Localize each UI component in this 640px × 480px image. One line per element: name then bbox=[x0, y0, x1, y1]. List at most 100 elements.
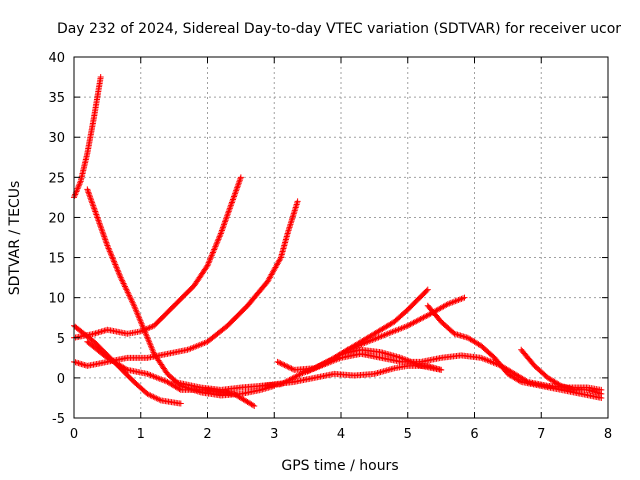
data-point bbox=[229, 197, 236, 204]
data-point bbox=[293, 373, 300, 380]
data-point bbox=[106, 248, 113, 255]
data-point bbox=[417, 316, 424, 323]
data-point bbox=[406, 322, 413, 328]
data-point bbox=[279, 380, 286, 387]
x-tick-label: 5 bbox=[404, 427, 412, 442]
series-arc-1 bbox=[71, 74, 104, 201]
data-point bbox=[207, 255, 214, 262]
data-point bbox=[282, 362, 289, 369]
data-point bbox=[98, 224, 105, 231]
data-point bbox=[224, 211, 231, 218]
data-point bbox=[89, 201, 96, 208]
data-point bbox=[288, 365, 295, 372]
data-point bbox=[410, 319, 417, 326]
data-point bbox=[233, 186, 240, 193]
data-point bbox=[127, 295, 134, 302]
data-point bbox=[318, 361, 325, 368]
data-point bbox=[145, 325, 152, 332]
data-point bbox=[106, 246, 113, 253]
data-point bbox=[91, 205, 98, 212]
series-arc-13 bbox=[518, 346, 605, 397]
tick-layer: 0 1 2 3 4 5 6 7 8 -5 0 5 10 15 20 25 30 35 40 bbox=[48, 51, 612, 442]
data-point bbox=[95, 218, 102, 225]
data-point bbox=[119, 279, 126, 286]
data-point bbox=[108, 251, 115, 258]
data-point bbox=[304, 368, 311, 375]
data-point bbox=[88, 196, 95, 203]
data-point bbox=[124, 289, 131, 296]
data-point bbox=[212, 243, 219, 250]
data-point bbox=[232, 190, 239, 197]
data-point bbox=[221, 220, 228, 227]
y-tick-label: 5 bbox=[57, 332, 65, 347]
x-tick-label: 2 bbox=[203, 427, 211, 442]
data-point bbox=[94, 215, 101, 222]
data-point bbox=[222, 218, 229, 225]
data-point bbox=[277, 255, 284, 262]
data-point bbox=[86, 192, 93, 199]
data-point bbox=[205, 261, 212, 268]
x-tick-label: 4 bbox=[337, 427, 345, 442]
data-point bbox=[111, 260, 118, 267]
data-point bbox=[99, 227, 106, 234]
data-point bbox=[102, 238, 109, 245]
data-point bbox=[90, 202, 97, 209]
x-tick-label: 6 bbox=[470, 427, 478, 442]
data-point bbox=[112, 261, 119, 268]
data-point bbox=[118, 276, 125, 283]
data-point bbox=[237, 174, 244, 181]
data-point bbox=[113, 264, 120, 271]
data-point bbox=[146, 324, 153, 331]
data-point bbox=[125, 290, 132, 297]
data-point bbox=[116, 271, 123, 278]
data-point bbox=[295, 372, 302, 379]
data-point bbox=[230, 195, 237, 202]
data-point bbox=[225, 209, 232, 216]
data-point bbox=[103, 239, 110, 246]
data-point bbox=[226, 205, 233, 212]
data-point bbox=[139, 327, 146, 334]
data-point bbox=[226, 206, 233, 213]
data-point bbox=[126, 293, 133, 300]
data-point bbox=[128, 296, 135, 303]
data-point bbox=[120, 280, 127, 287]
data-point bbox=[249, 402, 256, 409]
data-point bbox=[209, 249, 216, 256]
data-point bbox=[128, 298, 135, 305]
data-point bbox=[234, 184, 241, 191]
data-point bbox=[111, 258, 118, 265]
data-point bbox=[286, 376, 293, 383]
data-point bbox=[213, 240, 220, 247]
data-point bbox=[283, 378, 290, 385]
y-tick-label: 20 bbox=[48, 211, 65, 226]
data-point bbox=[218, 227, 225, 234]
data-point bbox=[130, 301, 137, 308]
data-point bbox=[110, 257, 117, 264]
data-point bbox=[438, 366, 445, 373]
data-point bbox=[296, 371, 303, 378]
data-point bbox=[287, 376, 294, 383]
data-point bbox=[151, 394, 158, 401]
chart-title: Day 232 of 2024, Sidereal Day-to-day VTE… bbox=[57, 21, 621, 37]
data-point bbox=[284, 363, 291, 370]
data-point bbox=[414, 317, 421, 324]
x-tick-label: 1 bbox=[137, 427, 145, 442]
data-point bbox=[314, 363, 321, 370]
x-tick-label: 3 bbox=[270, 427, 278, 442]
data-point bbox=[217, 230, 224, 237]
data-point bbox=[153, 395, 160, 402]
data-point bbox=[93, 212, 100, 219]
data-point bbox=[92, 210, 99, 217]
data-point bbox=[176, 386, 183, 393]
data-point bbox=[416, 316, 423, 323]
data-point bbox=[228, 200, 235, 207]
data-point bbox=[307, 367, 314, 374]
data-point bbox=[95, 217, 102, 224]
data-point bbox=[223, 215, 230, 222]
data-point bbox=[214, 239, 221, 246]
data-point bbox=[413, 318, 420, 325]
data-point bbox=[122, 284, 129, 291]
data-point bbox=[313, 364, 320, 371]
data-point bbox=[101, 235, 108, 242]
